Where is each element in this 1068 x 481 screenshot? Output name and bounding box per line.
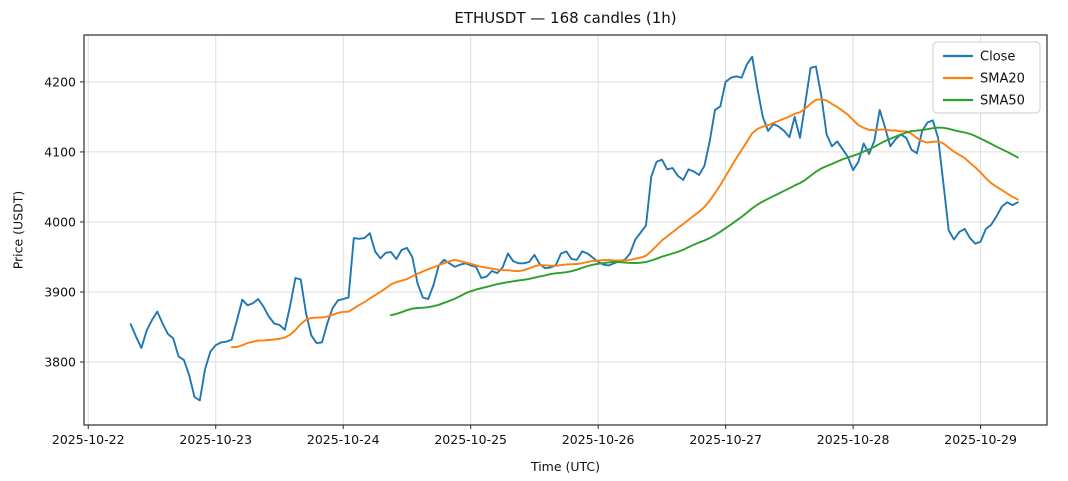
y-tick-label: 3800 bbox=[44, 354, 76, 369]
legend-label: Close bbox=[980, 50, 1015, 65]
y-tick-label: 3900 bbox=[44, 284, 76, 299]
x-tick-label: 2025-10-24 bbox=[307, 432, 380, 447]
chart-title: ETHUSDT — 168 candles (1h) bbox=[454, 9, 677, 27]
x-tick-label: 2025-10-23 bbox=[179, 432, 252, 447]
x-axis-label: Time (UTC) bbox=[530, 459, 601, 474]
y-tick-label: 4000 bbox=[44, 214, 76, 229]
sma50-line bbox=[390, 126, 1019, 317]
legend-label: SMA20 bbox=[980, 72, 1025, 87]
close-line bbox=[129, 55, 1019, 402]
y-tick-label: 4100 bbox=[44, 144, 76, 159]
x-tick-label: 2025-10-27 bbox=[689, 432, 762, 447]
x-tick-label: 2025-10-26 bbox=[562, 432, 635, 447]
y-axis-label: Price (USDT) bbox=[10, 190, 26, 270]
y-tick-label: 4200 bbox=[44, 74, 76, 89]
x-tick-label: 2025-10-29 bbox=[944, 432, 1017, 447]
legend-box bbox=[932, 41, 1041, 114]
axes-frame bbox=[83, 34, 1048, 426]
sma20-line bbox=[230, 98, 1019, 349]
x-tick-label: 2025-10-25 bbox=[434, 432, 507, 447]
x-tick-label: 2025-10-28 bbox=[817, 432, 890, 447]
x-tick-label: 2025-10-22 bbox=[52, 432, 125, 447]
legend-label: SMA50 bbox=[980, 94, 1025, 109]
